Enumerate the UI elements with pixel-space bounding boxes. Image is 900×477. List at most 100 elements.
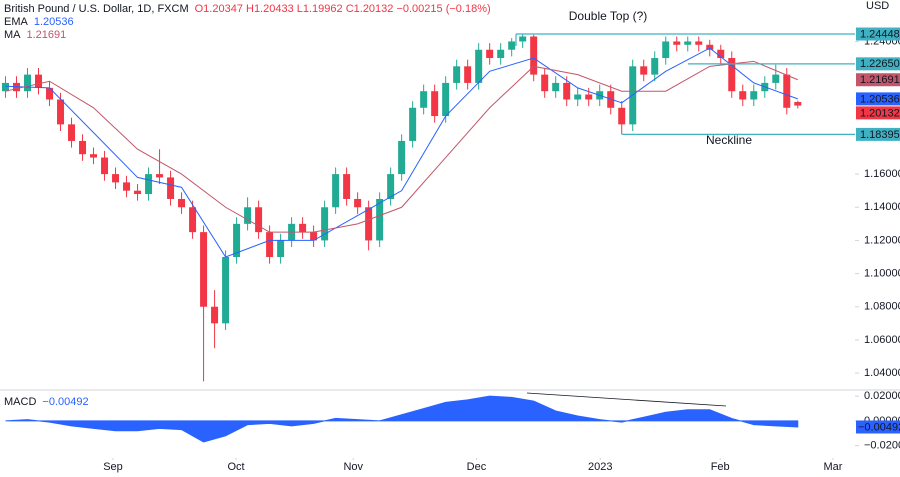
price-tag-label: 1.21691 (860, 74, 900, 86)
candle-body (211, 306, 219, 324)
y-tick-label: 1.12000 (864, 234, 900, 246)
candle-body (464, 66, 472, 83)
candle-body (365, 207, 373, 241)
macd-tag-label: −0.00492 (858, 421, 900, 433)
legend-ema: EMA 1.20536 (4, 16, 74, 28)
candle-body (101, 157, 109, 175)
x-tick-label: Oct (227, 461, 244, 473)
y-tick-label: 1.04000 (864, 367, 900, 379)
ohlc: O1.20347 H1.20433 L1.19962 C1.20132 −0.0… (195, 3, 491, 15)
y-tick-label: 1.14000 (864, 201, 900, 213)
symbol: British Pound / U.S. Dollar, 1D, FXCM (4, 3, 189, 15)
divergence-line (526, 392, 727, 407)
y-tick-label: 1.06000 (864, 334, 900, 346)
candle-body (24, 74, 32, 92)
y-tick-label: 0.02000 (864, 390, 900, 402)
y-tick-label: 1.08000 (864, 301, 900, 313)
candle-body (123, 182, 131, 191)
legend-name: EMA (4, 16, 29, 28)
indicator-line (5, 47, 798, 258)
x-tick-label: Feb (711, 461, 730, 473)
candle-body (244, 207, 252, 224)
candle-body (695, 41, 703, 45)
candle-body (255, 207, 263, 233)
candle-body (772, 74, 780, 83)
price-tag-label: 1.20132 (860, 107, 900, 119)
price-tag-label: 1.24448 (860, 28, 900, 40)
candle-body (618, 107, 626, 125)
candle-body (376, 198, 384, 241)
x-tick-label: 2023 (588, 461, 612, 473)
candle-body (57, 99, 65, 125)
candle-body (519, 36, 527, 42)
unit-label: USD (866, 0, 889, 12)
candle-body (178, 198, 186, 208)
header: British Pound / U.S. Dollar, 1D, FXCM O1.… (4, 3, 491, 15)
candle-body (387, 174, 395, 199)
candle-body (497, 49, 505, 59)
candle-body (90, 154, 98, 158)
candle-body (354, 198, 362, 208)
candle-body (2, 82, 10, 92)
candle-body (46, 87, 54, 100)
candle-body (79, 140, 87, 155)
price-tag-label: 1.22650 (860, 58, 900, 70)
indicator-line (5, 60, 798, 233)
candle-body (68, 124, 76, 141)
price-tag (856, 73, 900, 87)
annotation: Double Top (?) (569, 9, 648, 23)
candle-body (35, 74, 43, 88)
legend-name: MA (4, 29, 21, 41)
candle-body (145, 174, 153, 194)
candle-body (409, 107, 417, 141)
x-tick-label: Sep (103, 461, 123, 473)
legend-name: MACD (4, 396, 36, 408)
candle-body (112, 174, 120, 183)
candle-body (750, 91, 758, 100)
macd-area (5, 395, 799, 443)
x-tick-label: Mar (824, 461, 843, 473)
price-tag-label: 1.20536 (860, 93, 900, 105)
candle-body (530, 36, 538, 75)
price-tag (856, 57, 900, 71)
y-tick-label: −0.02000 (864, 440, 900, 452)
legend-value: 1.21691 (27, 29, 67, 41)
candle-body (783, 74, 791, 108)
macd-tag (856, 420, 900, 434)
price-tag (856, 92, 900, 106)
candle-body (717, 49, 725, 59)
candle-body (310, 232, 318, 241)
legend-ma: MA 1.21691 (4, 29, 66, 41)
candle-body (651, 58, 659, 75)
price-tag (856, 27, 900, 41)
price-tag (856, 106, 900, 120)
candle-body (585, 94, 593, 100)
candle-body (299, 223, 307, 233)
candle-body (794, 102, 802, 106)
candle-body (156, 174, 164, 178)
legend-value: 1.20536 (34, 16, 74, 28)
candle-body (739, 91, 747, 100)
candle-body (640, 66, 648, 75)
legend-value: −0.00492 (42, 396, 88, 408)
candle-body (343, 174, 351, 199)
candle-body (662, 41, 670, 59)
candle-body (134, 190, 142, 194)
candle-body (200, 232, 208, 307)
annotation: Neckline (706, 133, 752, 147)
x-tick-label: Dec (467, 461, 487, 473)
candle-body (321, 207, 329, 241)
candle-body (442, 82, 450, 117)
candle-body (508, 41, 516, 50)
y-tick-label: 1.10000 (864, 267, 900, 279)
candle-body (574, 94, 582, 100)
candle-body (233, 223, 241, 258)
candle-body (167, 177, 175, 199)
candle-body (475, 49, 483, 83)
candle-body (563, 82, 571, 100)
macd-legend: MACD −0.00492 (4, 396, 89, 408)
candle-body (189, 207, 197, 233)
price-tag (856, 127, 900, 141)
